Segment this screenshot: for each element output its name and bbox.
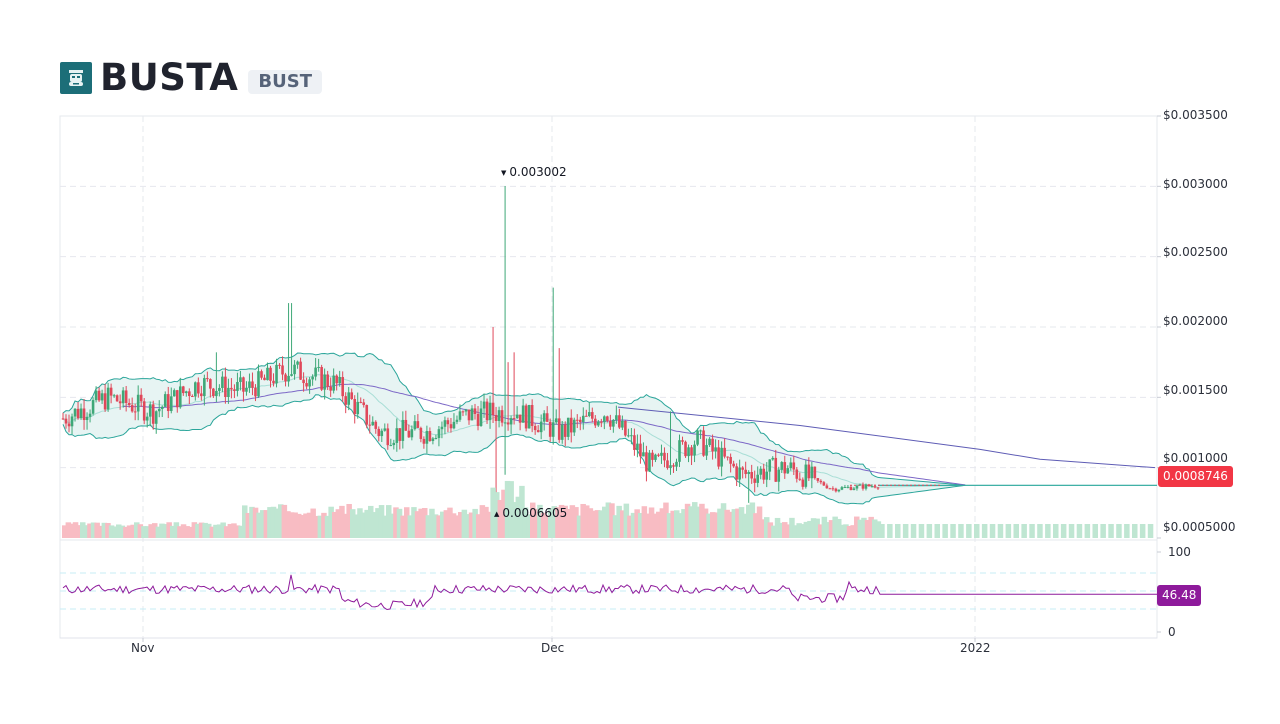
high-value: 0.003002 xyxy=(509,165,567,179)
ticker-badge: BUST xyxy=(248,70,322,94)
rsi-axis-label-0: 0 xyxy=(1168,625,1176,639)
price-axis-label: $0.001500 xyxy=(1163,383,1228,397)
low-annotation: ▲ 0.0006605 xyxy=(494,506,567,520)
price-axis-label: $0.003500 xyxy=(1163,108,1228,122)
time-axis-label-nov: Nov xyxy=(131,641,155,655)
rsi-value-badge: 46.48 xyxy=(1157,585,1202,606)
price-axis-label: $0.001000 xyxy=(1163,451,1228,465)
price-axis-label: $0.002000 xyxy=(1163,314,1228,328)
high-annotation: ▼ 0.003002 xyxy=(501,165,567,179)
time-axis-label-dec: Dec xyxy=(541,641,565,655)
price-axis-label: $0.003000 xyxy=(1163,177,1228,191)
current-price-badge: 0.0008746 xyxy=(1158,466,1233,487)
low-value: 0.0006605 xyxy=(502,506,568,520)
time-axis-label-2022: 2022 xyxy=(960,641,991,655)
page-title: BUSTA xyxy=(100,56,239,99)
busta-logo-icon xyxy=(60,62,92,94)
header: BUSTA BUST xyxy=(60,58,322,98)
price-axis-label: $0.002500 xyxy=(1163,245,1228,259)
rsi-axis-label-100: 100 xyxy=(1168,545,1191,559)
up-triangle-icon: ▲ xyxy=(494,509,500,518)
price-axis-label: $0.0005000 xyxy=(1163,520,1236,534)
down-triangle-icon: ▼ xyxy=(501,168,507,177)
